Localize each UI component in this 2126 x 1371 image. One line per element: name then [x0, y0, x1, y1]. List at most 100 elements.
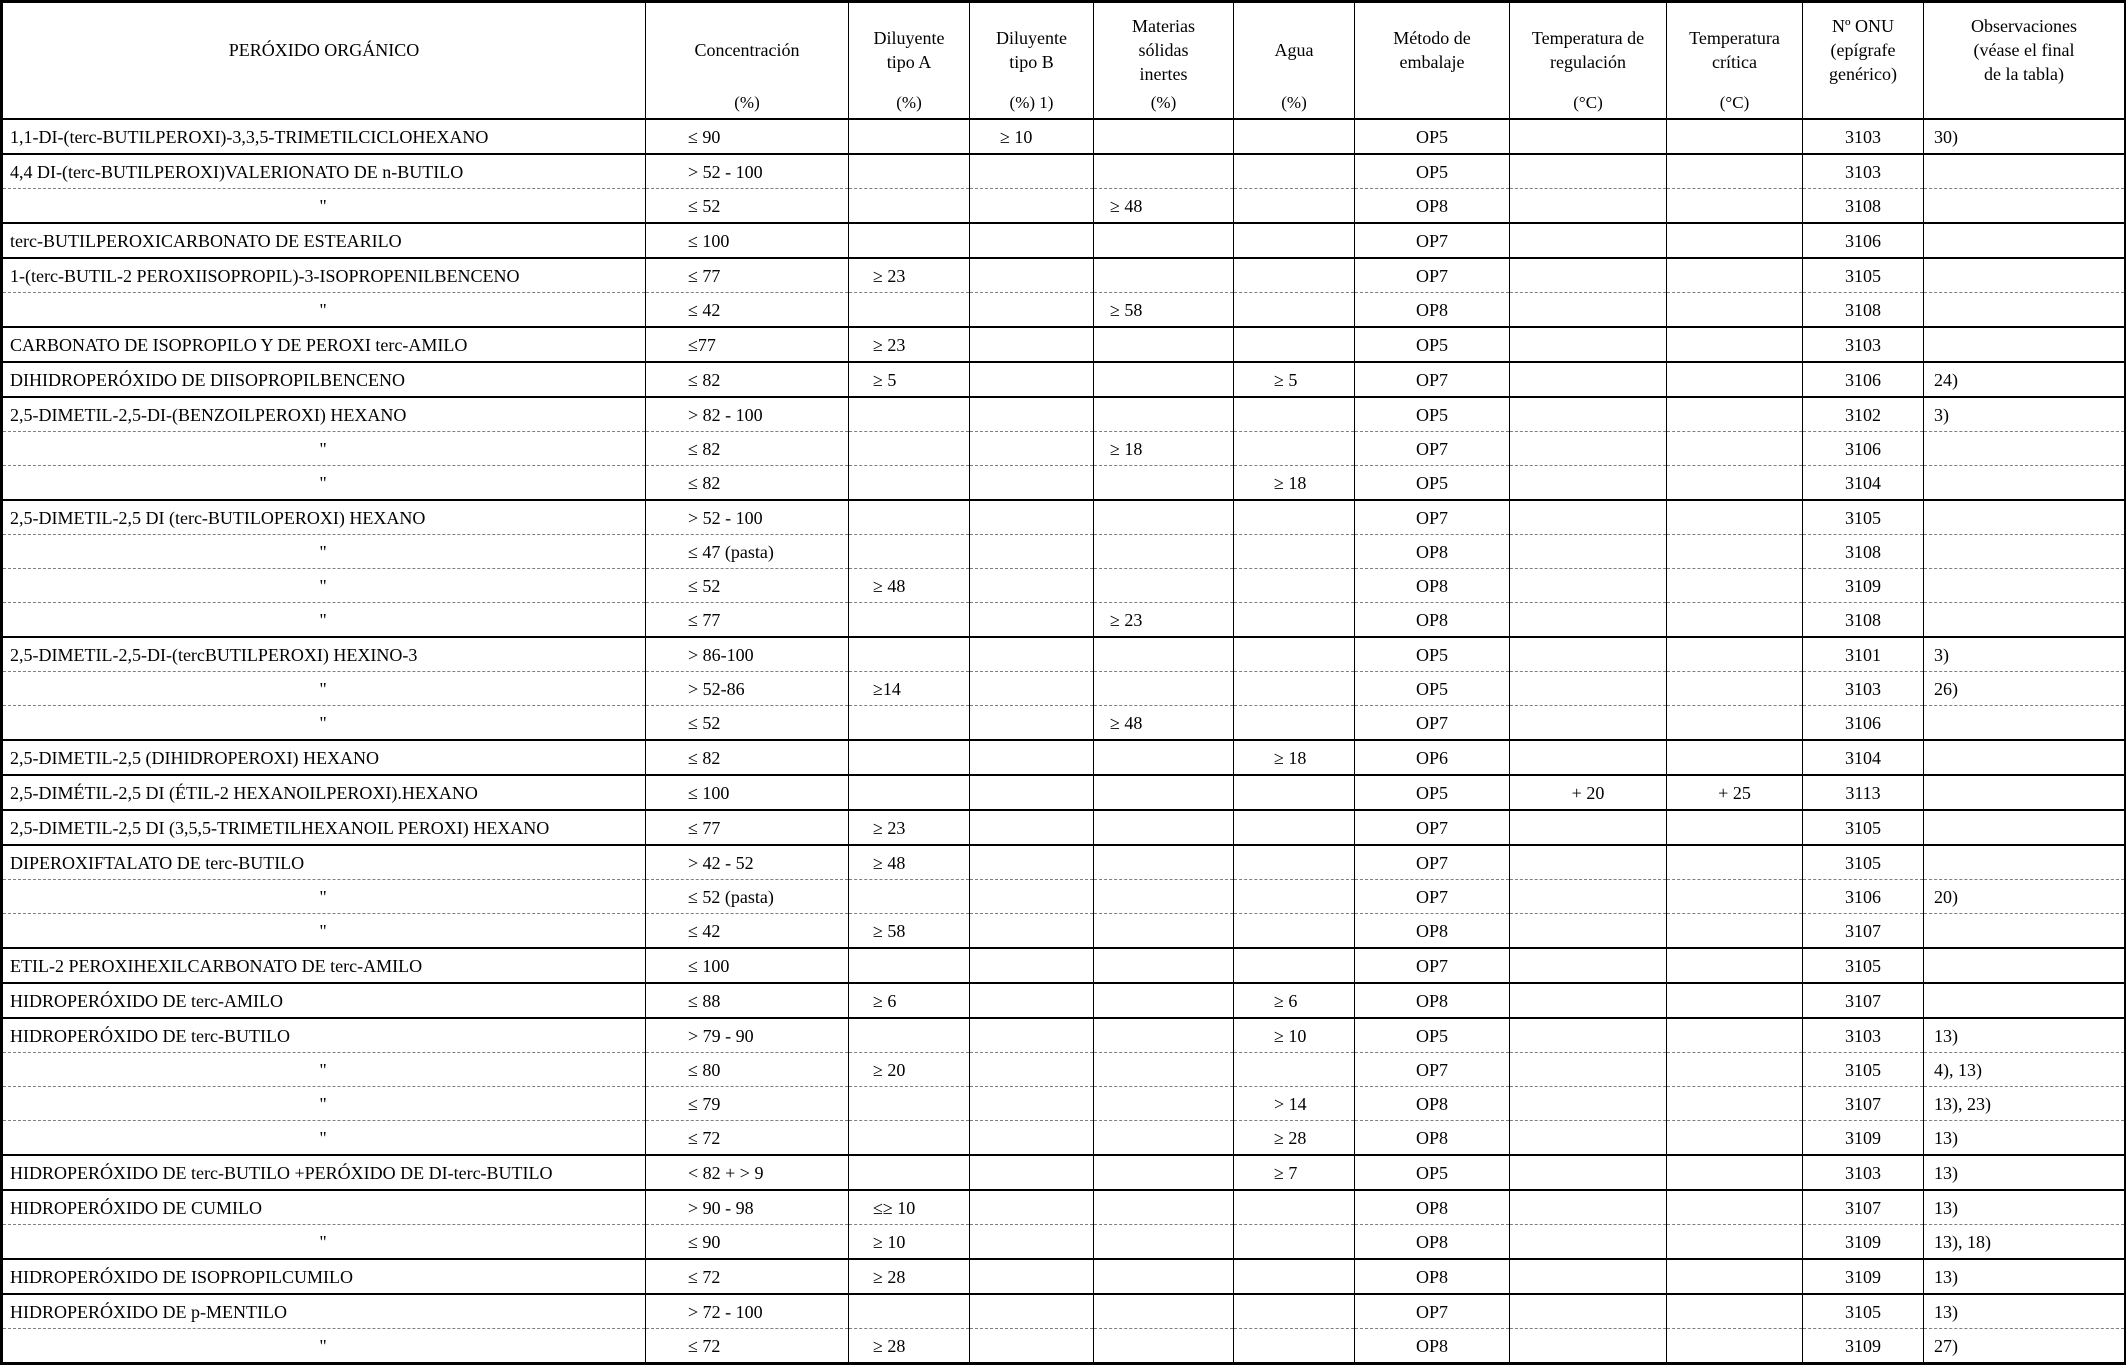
cell-obs: 3)	[1923, 637, 2126, 672]
cell-dilA	[848, 775, 970, 810]
table-row: HIDROPERÓXIDO DE terc-AMILO ≤ 88 ≥ 6 ≥ 6 OP8…	[1, 983, 2126, 1018]
cell-onu: 3108	[1802, 534, 1924, 569]
cell-obs: 13)	[1923, 1018, 2126, 1053]
cell-dilB	[969, 397, 1094, 432]
cell-onu: 3103	[1802, 1155, 1924, 1190]
cell-dilB	[969, 1294, 1094, 1329]
cell-metodo: OP8	[1354, 1259, 1510, 1294]
cell-obs: 24)	[1923, 362, 2126, 397]
cell-onu: 3108	[1802, 602, 1924, 637]
cell-dilB	[969, 810, 1094, 845]
cell-solids	[1093, 362, 1234, 397]
cell-solids	[1093, 845, 1234, 880]
cell-agua	[1233, 431, 1355, 466]
cell-dilB	[969, 258, 1094, 293]
cell-dilB	[969, 1155, 1094, 1190]
cell-dilB	[969, 637, 1094, 672]
cell-agua: ≥ 6	[1233, 983, 1355, 1018]
cell-metodo: OP8	[1354, 983, 1510, 1018]
column-header-unit	[3, 92, 645, 118]
cell-dilA	[848, 705, 970, 740]
cell-metodo: OP5	[1354, 775, 1510, 810]
cell-solids	[1093, 1259, 1234, 1294]
column-header-onu: Nº ONU (epígrafe genérico)	[1802, 1, 1924, 119]
cell-obs	[1923, 602, 2126, 637]
cell-tcrit	[1666, 637, 1803, 672]
cell-name: "	[1, 188, 646, 223]
cell-dilB	[969, 500, 1094, 535]
cell-obs	[1923, 810, 2126, 845]
cell-tcrit	[1666, 705, 1803, 740]
table-row: 2,5-DIMETIL-2,5 (DIHIDROPEROXI) HEXANO ≤ …	[1, 740, 2126, 775]
column-header-label: Concentración	[694, 39, 800, 60]
cell-conc: ≤ 82	[645, 362, 849, 397]
cell-agua: ≥ 28	[1233, 1120, 1355, 1155]
cell-name: "	[1, 1086, 646, 1121]
cell-conc: ≤ 82	[645, 465, 849, 500]
cell-tcrit	[1666, 1052, 1803, 1087]
column-header-label: Agua	[1274, 39, 1314, 60]
cell-solids	[1093, 1328, 1234, 1364]
cell-onu: 3109	[1802, 1224, 1924, 1259]
cell-treg	[1509, 223, 1667, 258]
cell-obs	[1923, 258, 2126, 293]
cell-onu: 3109	[1802, 1120, 1924, 1155]
cell-tcrit	[1666, 327, 1803, 362]
cell-agua: ≥ 10	[1233, 1018, 1355, 1053]
cell-metodo: OP5	[1354, 119, 1510, 154]
cell-tcrit	[1666, 1190, 1803, 1225]
cell-name: "	[1, 671, 646, 706]
cell-agua	[1233, 223, 1355, 258]
cell-name: "	[1, 465, 646, 500]
cell-dilA	[848, 637, 970, 672]
cell-name: 2,5-DIMÉTIL-2,5 DI (ÉTIL-2 HEXANOILPEROX…	[1, 775, 646, 810]
cell-dilB	[969, 327, 1094, 362]
cell-agua: ≥ 5	[1233, 362, 1355, 397]
cell-obs: 13), 23)	[1923, 1086, 2126, 1121]
cell-treg	[1509, 845, 1667, 880]
cell-conc: > 82 - 100	[645, 397, 849, 432]
cell-name: terc-BUTILPEROXICARBONATO DE ESTEARILO	[1, 223, 646, 258]
cell-dilA	[848, 188, 970, 223]
cell-treg	[1509, 362, 1667, 397]
cell-metodo: OP5	[1354, 637, 1510, 672]
cell-treg	[1509, 327, 1667, 362]
cell-solids	[1093, 1294, 1234, 1329]
cell-dilA	[848, 431, 970, 466]
cell-agua	[1233, 948, 1355, 983]
cell-metodo: OP8	[1354, 1328, 1510, 1364]
cell-tcrit	[1666, 534, 1803, 569]
cell-treg	[1509, 431, 1667, 466]
cell-name: "	[1, 534, 646, 569]
cell-agua	[1233, 119, 1355, 154]
cell-onu: 3107	[1802, 1190, 1924, 1225]
cell-name: CARBONATO DE ISOPROPILO Y DE PEROXI terc…	[1, 327, 646, 362]
cell-agua	[1233, 602, 1355, 637]
cell-tcrit	[1666, 397, 1803, 432]
column-header-unit	[1925, 92, 2125, 118]
column-header-unit: (%)	[896, 93, 922, 112]
cell-solids	[1093, 637, 1234, 672]
cell-name: "	[1, 292, 646, 327]
table-row: 2,5-DIMÉTIL-2,5 DI (ÉTIL-2 HEXANOILPEROX…	[1, 775, 2126, 810]
cell-solids	[1093, 1224, 1234, 1259]
cell-tcrit	[1666, 1328, 1803, 1364]
table-row: terc-BUTILPEROXICARBONATO DE ESTEARILO ≤ …	[1, 223, 2126, 258]
cell-name: "	[1, 1224, 646, 1259]
cell-onu: 3109	[1802, 1328, 1924, 1364]
cell-onu: 3103	[1802, 1018, 1924, 1053]
cell-tcrit	[1666, 431, 1803, 466]
cell-onu: 3103	[1802, 327, 1924, 362]
cell-dilA: ≥ 48	[848, 845, 970, 880]
table-row: " ≤ 82 ≥ 18 OP5 3104	[1, 465, 2126, 500]
cell-dilB	[969, 292, 1094, 327]
table-row: 2,5-DIMETIL-2,5-DI-(BENZOILPEROXI) HEXAN…	[1, 397, 2126, 432]
cell-dilB	[969, 845, 1094, 880]
cell-agua	[1233, 671, 1355, 706]
cell-name: HIDROPERÓXIDO DE terc-BUTILO +PERÓXIDO D…	[1, 1155, 646, 1190]
cell-solids	[1093, 948, 1234, 983]
cell-agua	[1233, 397, 1355, 432]
table-row: " ≤ 77 ≥ 23 OP8 3108	[1, 602, 2126, 637]
cell-obs	[1923, 705, 2126, 740]
